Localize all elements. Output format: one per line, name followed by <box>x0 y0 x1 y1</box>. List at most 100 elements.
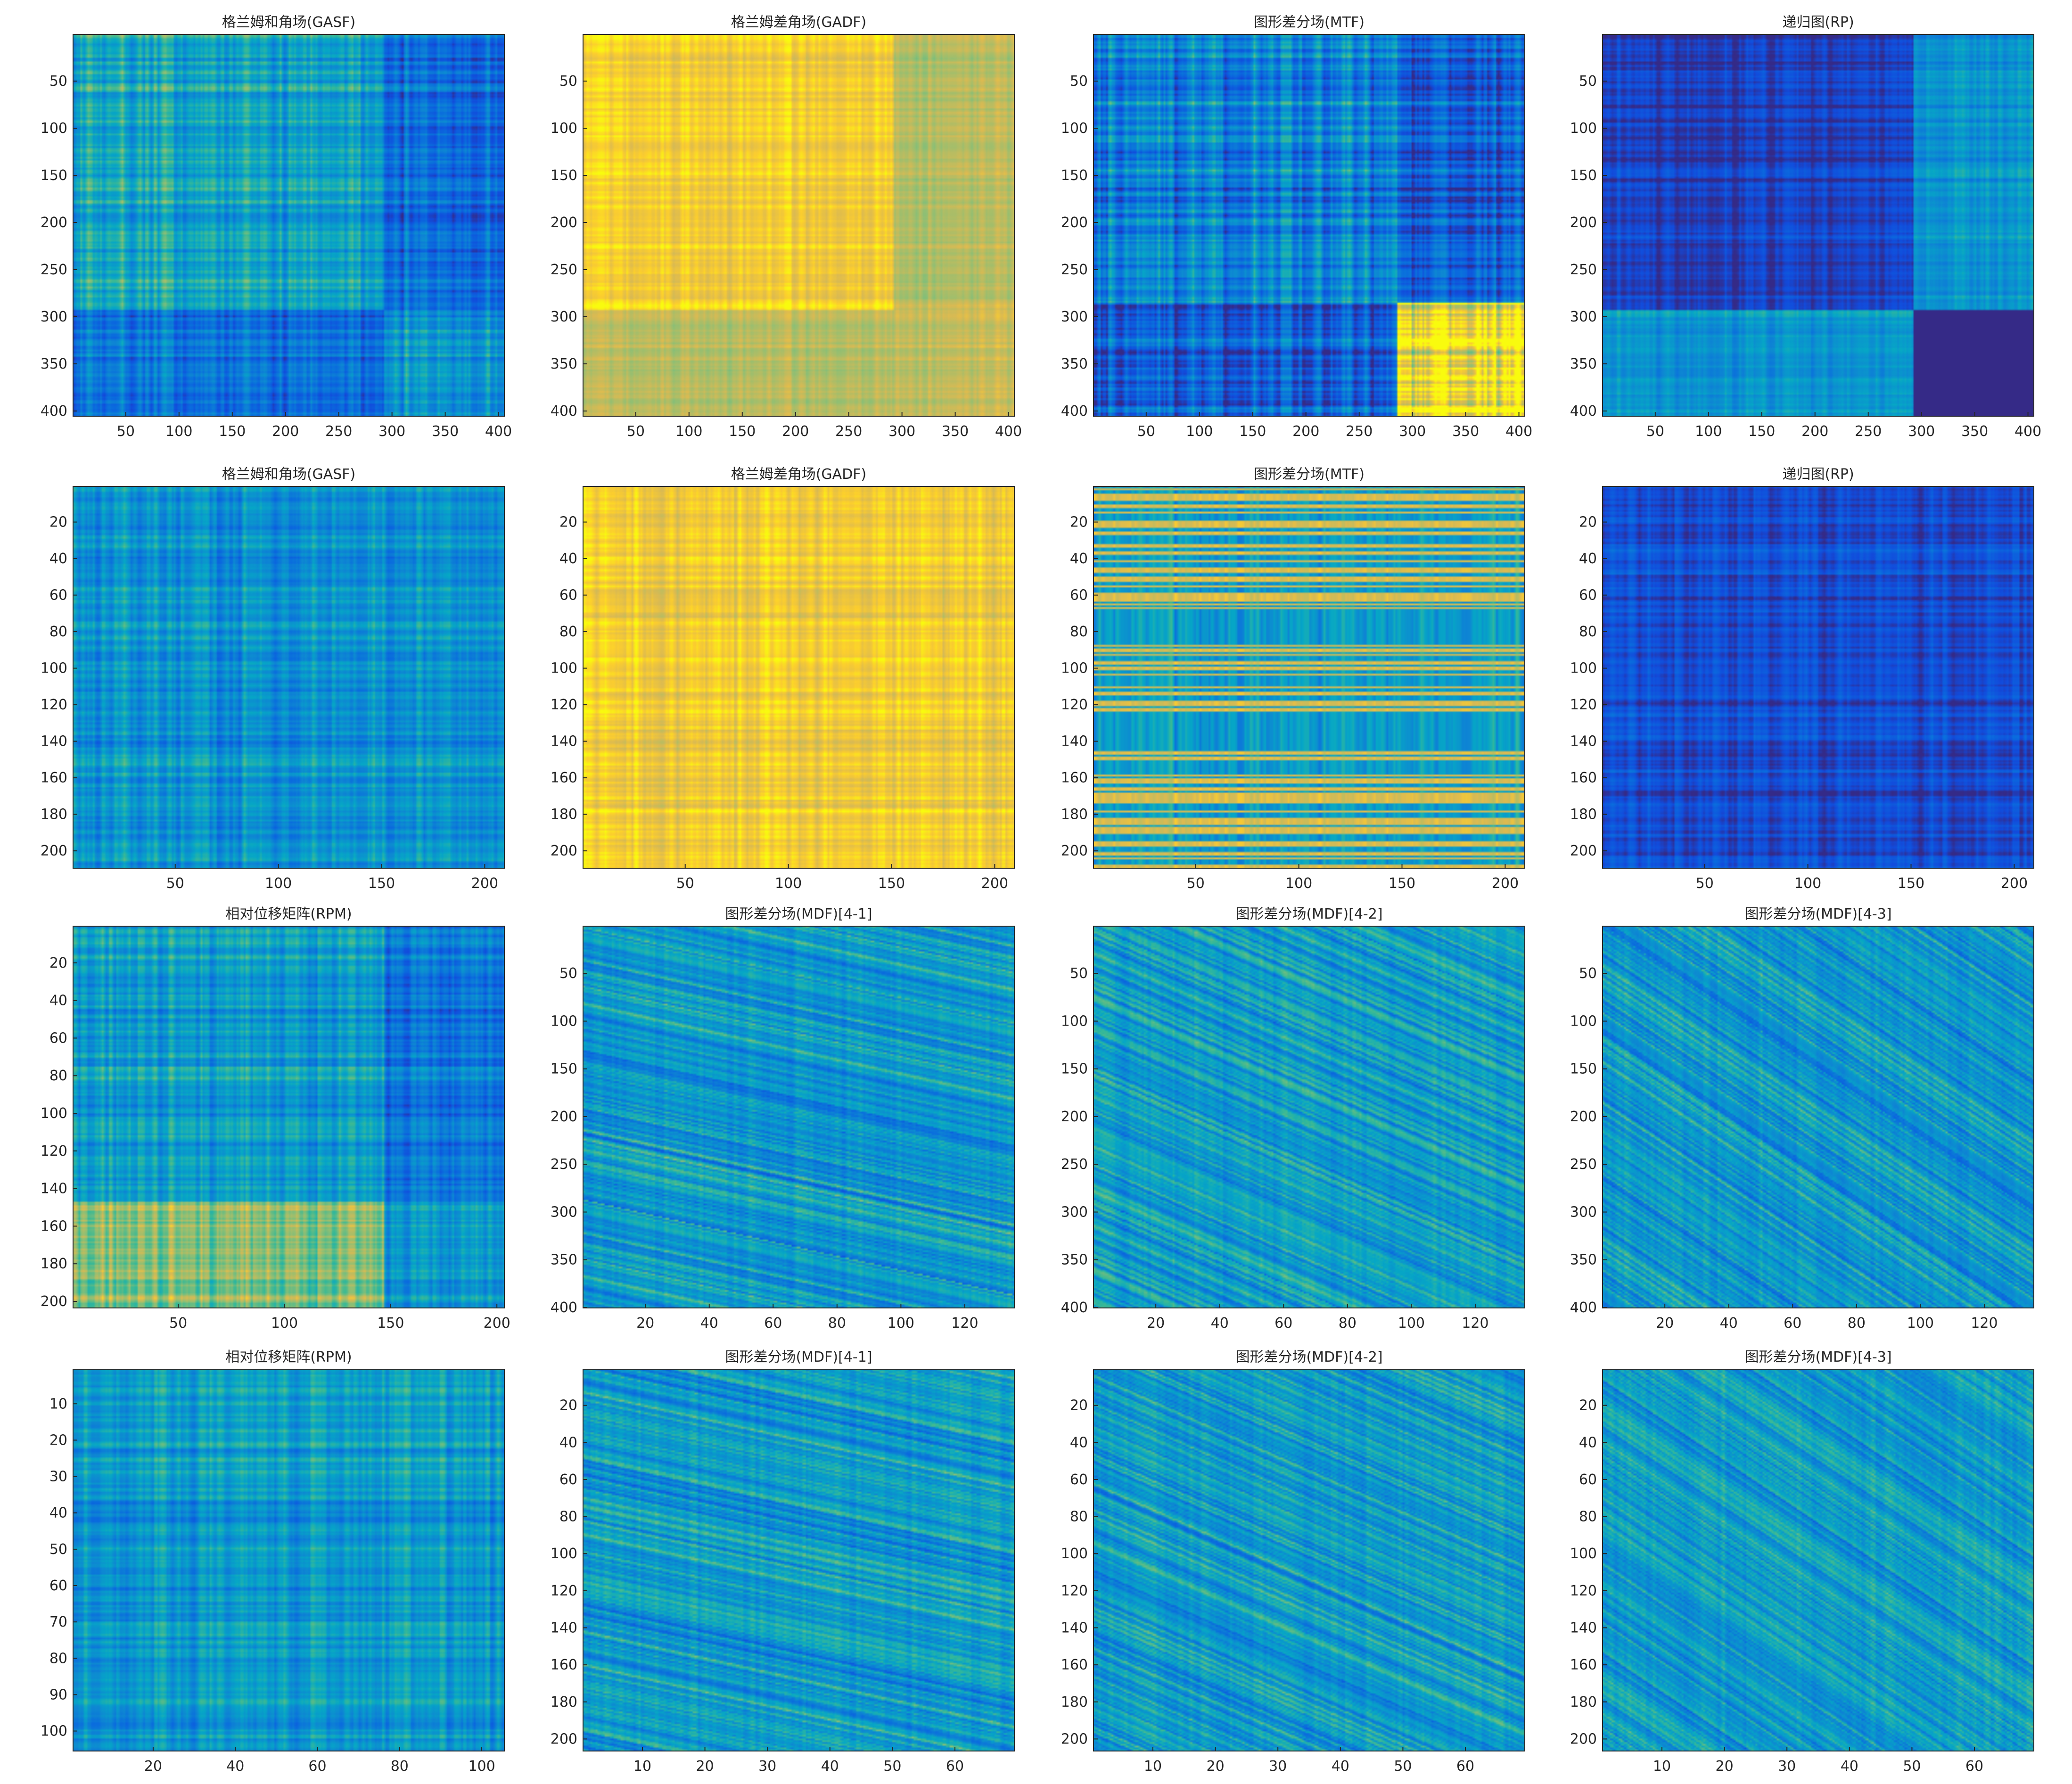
y-tick-label: 250 <box>1570 1156 1597 1173</box>
y-tick-label: 50 <box>559 73 577 90</box>
y-tick-label: 350 <box>551 1252 577 1268</box>
x-tick-label: 30 <box>758 1758 776 1775</box>
x-tick-label: 400 <box>2014 423 2041 440</box>
subplot-r3c4: 图形差分场(MDF)[4-3] 20 40 60 80 100 120 50 100 150 200… <box>1570 906 2034 1332</box>
x-tick-label: 200 <box>471 875 498 892</box>
x-tick-label: 40 <box>226 1758 244 1775</box>
subplot-r1c4: 递归图(RP) 50 100 150 200 250 300 350 400 50 100 150 20… <box>1570 14 2041 440</box>
x-tick-label: 200 <box>782 423 809 440</box>
x-tick-label: 100 <box>1186 423 1213 440</box>
y-tick-label: 150 <box>1061 1061 1088 1077</box>
y-tick-label: 60 <box>1579 587 1597 604</box>
x-tick-label: 30 <box>1778 1758 1796 1775</box>
y-tick-label: 50 <box>1070 965 1088 982</box>
subplot-title: 相对位移矩阵(RPM) <box>225 906 352 922</box>
axes-box <box>1602 34 2034 417</box>
y-tick-label: 80 <box>49 1068 67 1084</box>
y-tick-label: 350 <box>551 356 577 372</box>
y-tick-label: 160 <box>551 770 577 786</box>
x-tick-label: 200 <box>1492 875 1519 892</box>
y-tick-label: 200 <box>1061 1731 1088 1747</box>
x-tick-label: 300 <box>378 423 405 440</box>
subplot-title: 图形差分场(MDF)[4-3] <box>1744 906 1891 922</box>
y-tick-label: 80 <box>559 624 577 640</box>
x-tick-label: 150 <box>1748 423 1775 440</box>
y-tick-label: 200 <box>1570 214 1597 231</box>
x-tick-label: 40 <box>1332 1758 1349 1775</box>
y-tick-label: 300 <box>551 309 577 325</box>
x-tick-label: 350 <box>1961 423 1988 440</box>
y-tick-label: 20 <box>559 1398 577 1414</box>
axes-box <box>73 1369 505 1751</box>
y-tick-label: 140 <box>1570 1620 1597 1636</box>
y-tick-label: 250 <box>1570 262 1597 278</box>
y-tick-label: 350 <box>1061 1252 1088 1268</box>
y-tick-label: 200 <box>1570 1109 1597 1125</box>
subplot-r1c1: 格兰姆和角场(GASF) 50 100 150 200 250 300 350 400 50 100… <box>41 14 512 440</box>
y-tick-label: 160 <box>551 1657 577 1673</box>
y-tick-label: 180 <box>41 806 67 823</box>
y-tick-label: 20 <box>1070 1398 1088 1414</box>
y-tick-label: 80 <box>1070 1509 1088 1525</box>
y-tick-label: 250 <box>41 262 67 278</box>
y-tick-label: 200 <box>1570 1731 1597 1747</box>
subplot-title: 相对位移矩阵(RPM) <box>225 1349 352 1365</box>
y-tick-label: 100 <box>41 1105 67 1122</box>
subplot-r2c1: 格兰姆和角场(GASF) 50 100 150 200 20 40 60 80 100 120 140… <box>41 466 505 892</box>
x-tick-label: 20 <box>1656 1315 1674 1332</box>
heatmap-image <box>583 486 1014 868</box>
x-tick-label: 60 <box>308 1758 326 1775</box>
y-tick-label: 140 <box>1570 733 1597 750</box>
subplot-r3c1: 相对位移矩阵(RPM) 50 100 150 200 20 40 60 80 100 120 140 1… <box>41 906 510 1332</box>
subplot-r2c2: 格兰姆差角场(GADF) 50 100 150 200 20 40 60 80 100 120 140… <box>551 466 1015 892</box>
y-tick-label: 40 <box>1070 1434 1088 1451</box>
x-tick-label: 40 <box>700 1315 718 1332</box>
y-tick-label: 100 <box>1570 660 1597 677</box>
heatmap-image <box>73 486 504 868</box>
y-tick-label: 200 <box>41 1293 67 1310</box>
x-tick-label: 120 <box>1462 1315 1488 1332</box>
x-tick-label: 100 <box>271 1315 298 1332</box>
subplot-title: 递归图(RP) <box>1782 14 1854 31</box>
y-tick-label: 60 <box>559 1472 577 1488</box>
y-tick-label: 140 <box>41 1181 67 1197</box>
y-tick-label: 120 <box>41 697 67 713</box>
y-tick-label: 120 <box>1061 1583 1088 1599</box>
y-tick-label: 160 <box>1570 1657 1597 1673</box>
subplot-title: 图形差分场(MDF)[4-2] <box>1235 1349 1382 1365</box>
subplot-r1c2: 格兰姆差角场(GADF) 50 100 150 200 250 300 350 400 50 100… <box>551 14 1022 440</box>
x-tick-label: 20 <box>1147 1315 1165 1332</box>
y-tick-label: 180 <box>1061 806 1088 823</box>
x-tick-label: 100 <box>265 875 292 892</box>
x-tick-label: 40 <box>1211 1315 1229 1332</box>
y-tick-label: 120 <box>1570 1583 1597 1599</box>
subplot-r2c4: 递归图(RP) 50 100 150 200 20 40 60 80 100 120 140 160 18… <box>1570 466 2034 892</box>
y-tick-label: 350 <box>1061 356 1088 372</box>
x-tick-label: 250 <box>835 423 862 440</box>
y-tick-label: 160 <box>41 770 67 786</box>
x-tick-label: 50 <box>117 423 135 440</box>
y-tick-label: 30 <box>49 1469 67 1485</box>
axes-box <box>583 34 1015 417</box>
y-tick-label: 100 <box>41 120 67 137</box>
y-tick-label: 400 <box>551 1299 577 1316</box>
y-tick-label: 100 <box>1061 1013 1088 1029</box>
x-tick-label: 100 <box>888 1315 914 1332</box>
x-tick-label: 150 <box>1239 423 1266 440</box>
x-tick-label: 200 <box>1292 423 1319 440</box>
y-tick-label: 50 <box>1579 965 1597 982</box>
y-tick-label: 40 <box>49 993 67 1009</box>
x-tick-label: 200 <box>484 1315 510 1332</box>
y-tick-label: 60 <box>1070 1472 1088 1488</box>
y-tick-label: 80 <box>1579 624 1597 640</box>
y-tick-label: 160 <box>1061 770 1088 786</box>
subplot-title: 格兰姆和角场(GASF) <box>222 466 355 483</box>
y-tick-label: 400 <box>551 403 577 419</box>
y-tick-label: 180 <box>41 1256 67 1272</box>
x-tick-label: 250 <box>1855 423 1882 440</box>
x-tick-label: 50 <box>166 875 184 892</box>
x-tick-label: 20 <box>1715 1758 1733 1775</box>
y-tick-label: 200 <box>1061 1109 1088 1125</box>
y-tick-label: 60 <box>1579 1472 1597 1488</box>
